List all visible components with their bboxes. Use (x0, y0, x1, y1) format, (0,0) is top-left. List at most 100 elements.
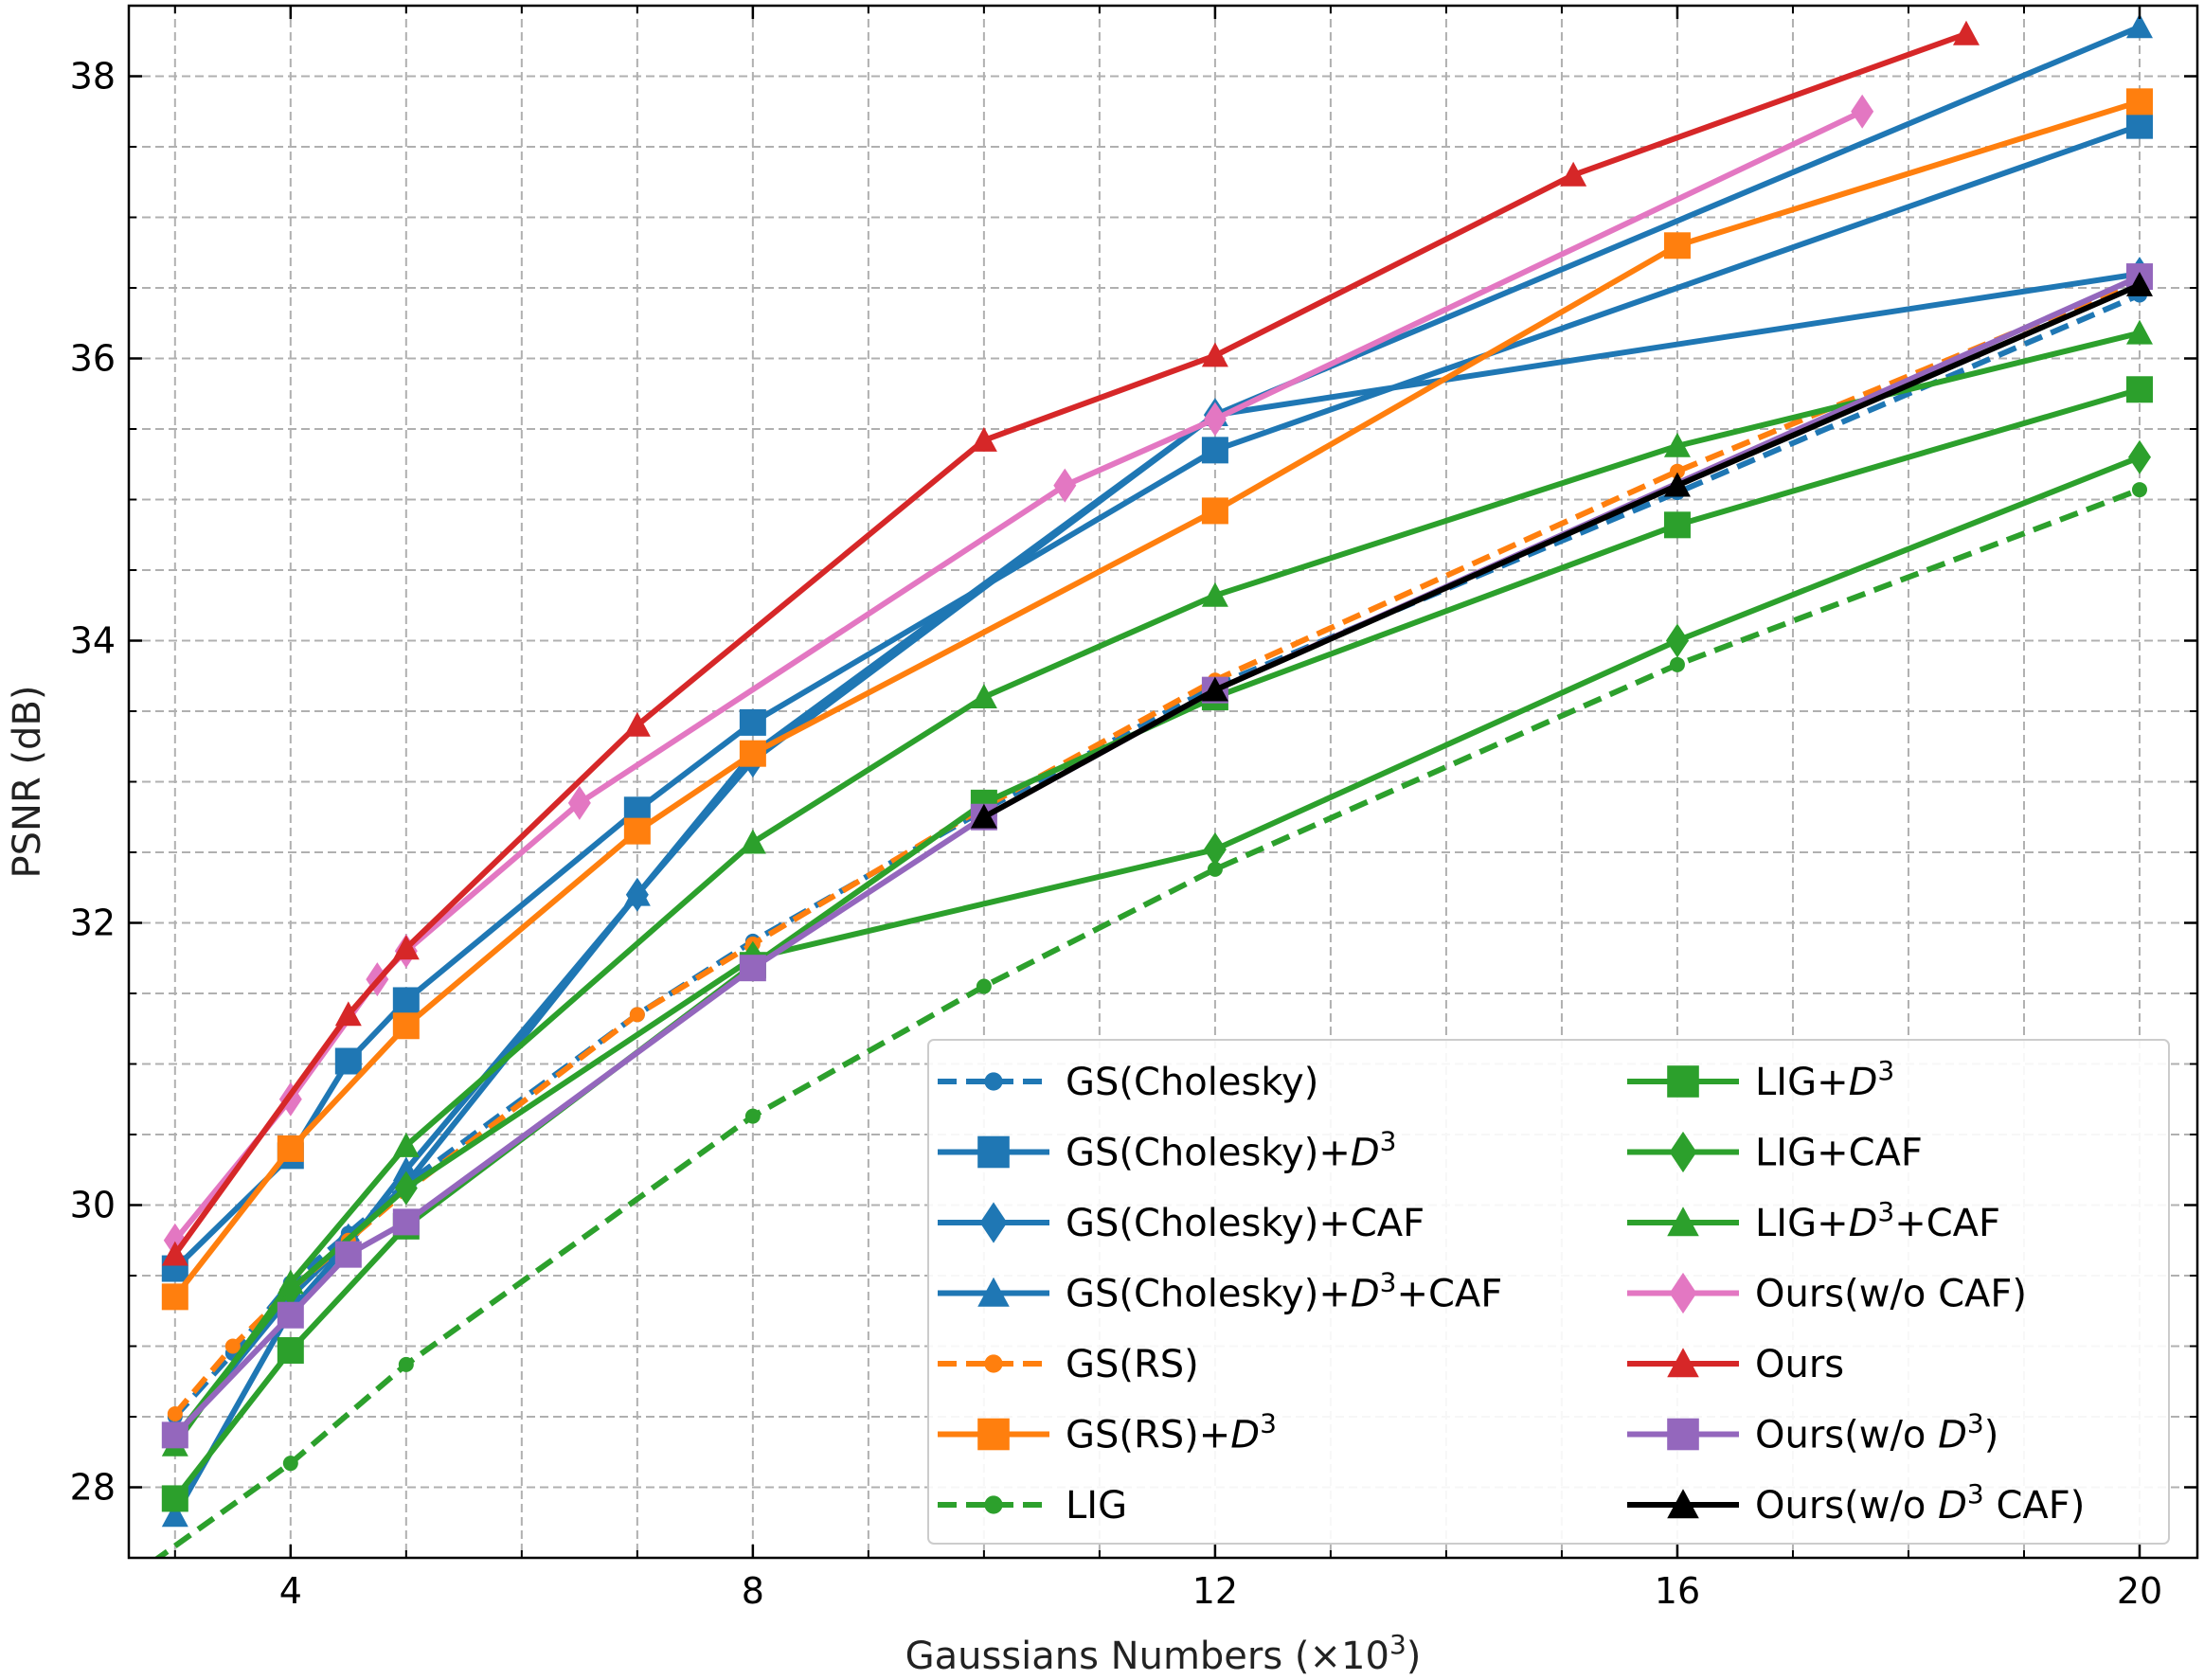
y-tick-label: 32 (70, 903, 116, 944)
data-point (161, 1283, 188, 1311)
data-point (1207, 861, 1223, 877)
legend-entry-2: GS(Cholesky)+CAF (938, 1202, 1425, 1245)
data-point (2125, 319, 2153, 345)
data-point (739, 955, 766, 982)
legend-marker (984, 1354, 1003, 1373)
series-6 (121, 482, 2147, 1586)
legend-entry-4: GS(RS) (938, 1343, 1199, 1386)
data-point (392, 1132, 420, 1157)
data-point (392, 987, 420, 1014)
x-axis-title: Gaussians Numbers (×103) (905, 1629, 1422, 1678)
data-point (392, 1208, 420, 1236)
data-point (1201, 437, 1228, 464)
data-point (1669, 463, 1685, 479)
data-point (167, 1406, 183, 1422)
data-point (161, 1502, 188, 1528)
data-point (1952, 20, 1980, 45)
data-point (1560, 161, 1587, 187)
legend-marker (977, 1418, 1010, 1451)
legend-label: GS(Cholesky)+D3 (1066, 1126, 1396, 1175)
data-point (744, 1108, 761, 1124)
legend-entry-13: Ours(w/o D3 CAF) (1627, 1478, 2085, 1528)
data-point (277, 1135, 304, 1162)
data-point (623, 817, 651, 845)
data-point (1201, 342, 1228, 367)
data-point (739, 829, 766, 854)
legend-marker (1667, 1418, 1699, 1451)
series-line (172, 98, 2141, 1299)
data-point (394, 1171, 418, 1206)
data-point (1201, 497, 1228, 525)
data-point (2127, 439, 2151, 474)
legend-entry-12: Ours(w/o D3) (1627, 1408, 1998, 1457)
legend-entry-5: GS(RS)+D3 (938, 1408, 1277, 1457)
legend-marker (1667, 1489, 1699, 1519)
data-point (161, 1241, 188, 1266)
legend-marker (1667, 1348, 1699, 1378)
data-point (976, 978, 992, 994)
data-point (1203, 832, 1227, 867)
series-5 (161, 88, 2153, 1311)
data-point (1663, 432, 1691, 457)
legend-label: Ours (1755, 1343, 1844, 1386)
series-line (172, 30, 1967, 1257)
legend-label: GS(Cholesky) (1066, 1061, 1318, 1104)
legend-label: LIG+CAF (1755, 1132, 1923, 1175)
legend-entry-8: LIG+CAF (1627, 1132, 1923, 1175)
data-point (277, 1269, 304, 1295)
x-tick-label: 12 (1192, 1570, 1238, 1612)
legend-label: LIG+D3 (1755, 1055, 1894, 1104)
legend-entry-3: GS(Cholesky)+D3+CAF (938, 1267, 1502, 1316)
series-11 (161, 20, 1980, 1266)
legend-marker (979, 1202, 1008, 1243)
data-point (623, 881, 651, 906)
legend-entry-6: LIG (938, 1484, 1127, 1528)
legend-entry-1: GS(Cholesky)+D3 (938, 1126, 1396, 1175)
data-point (2125, 13, 2153, 39)
data-point (2125, 376, 2153, 403)
data-point (970, 803, 997, 829)
y-tick-label: 30 (70, 1185, 116, 1226)
legend-marker (1667, 1065, 1699, 1098)
data-point (334, 1001, 362, 1027)
data-point (1203, 402, 1227, 437)
series-layer (121, 13, 2153, 1586)
data-point (2125, 88, 2153, 116)
legend-label: LIG+D3+CAF (1755, 1196, 2000, 1245)
legend-label: GS(Cholesky)+CAF (1066, 1202, 1425, 1245)
data-point (623, 711, 651, 737)
data-point (121, 1571, 136, 1586)
data-point (277, 1336, 304, 1364)
legend-label: GS(Cholesky)+D3+CAF (1066, 1267, 1502, 1316)
legend-entry-0: GS(Cholesky) (938, 1061, 1318, 1104)
data-point (282, 1456, 298, 1472)
data-point (2125, 112, 2153, 139)
series-line (153, 487, 2141, 1558)
legend-label: Ours(w/o D3) (1755, 1408, 1998, 1457)
series-line (982, 282, 2141, 820)
data-point (277, 1301, 304, 1329)
legend-label: Ours(w/o CAF) (1755, 1273, 2027, 1316)
legend-marker (977, 1135, 1010, 1169)
legend-box (927, 1039, 2170, 1545)
axes: 4 8 12 16 20 28 30 32 34 36 38 Gaussians Numbers (×… (6, 4, 2199, 1678)
data-point (567, 785, 591, 820)
legend: GS(Cholesky) GS(Cholesky)+D3 GS(Cholesky)+… (927, 1039, 2170, 1545)
data-point (392, 935, 420, 960)
data-point (224, 1338, 241, 1354)
data-point (334, 1047, 362, 1075)
y-tick-label: 34 (70, 620, 116, 662)
data-point (1663, 511, 1691, 539)
x-tick-label: 16 (1655, 1570, 1700, 1612)
y-tick-label: 28 (70, 1467, 116, 1509)
series-13 (970, 272, 2153, 829)
x-tick-label: 20 (2117, 1570, 2162, 1612)
y-axis-title: PSNR (dB) (6, 686, 49, 879)
legend-marker (1667, 1206, 1699, 1237)
series-line (172, 330, 2141, 1447)
data-point (1201, 581, 1228, 607)
data-point (161, 1485, 188, 1512)
data-point (392, 1156, 420, 1182)
data-point (161, 1421, 188, 1449)
